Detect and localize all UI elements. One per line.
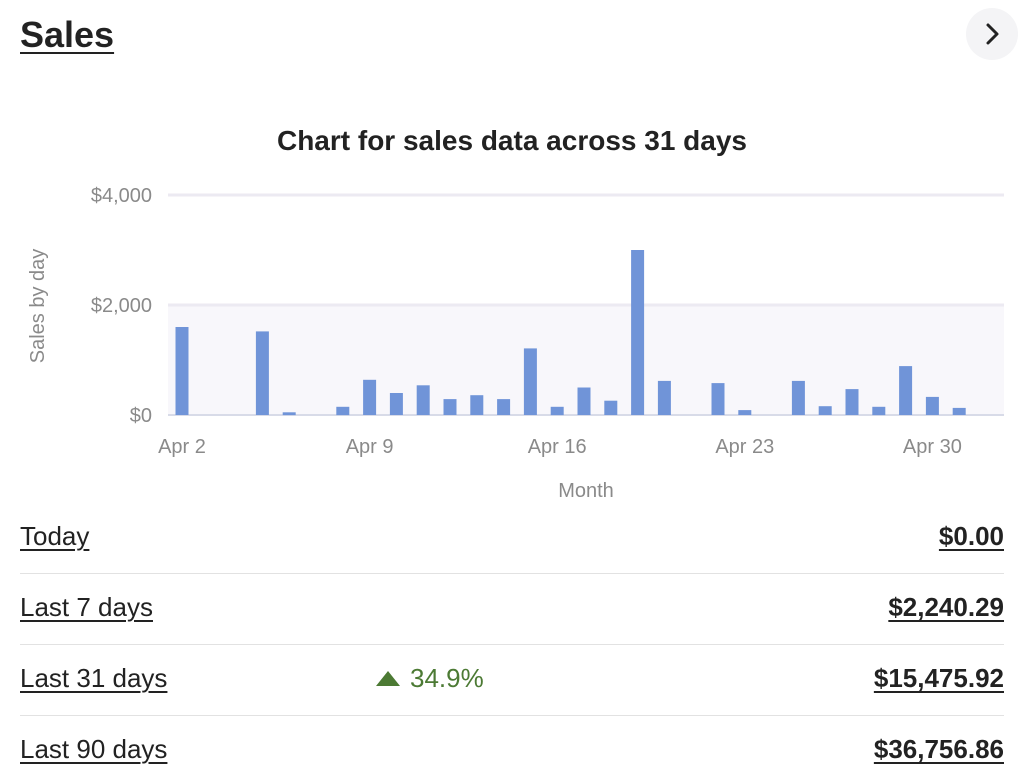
summary-label-last-7-days[interactable]: Last 7 days [20,592,153,622]
chart-y-tick-label: $2,000 [91,295,152,317]
chart-bar-apr-5[interactable] [255,331,269,415]
summary-value-today[interactable]: $0.00 [938,521,1004,551]
sales-chart: Chart for sales data across 31 days Sale… [0,110,1024,510]
sales-summary: Today $0.00 Last 7 days $2,240.29 Last 3… [20,503,1004,782]
chart-bar-apr-14[interactable] [497,399,511,415]
summary-label-last-31-days[interactable]: Last 31 days [20,663,168,693]
chart-bar-apr-2[interactable] [175,327,189,415]
chart-bar-apr-15[interactable] [523,348,537,415]
chart-bar-apr-12[interactable] [443,399,457,415]
summary-value-last-7-days[interactable]: $2,240.29 [888,592,1004,622]
chart-bar-apr-13[interactable] [470,395,484,415]
chart-bar-apr-10[interactable] [389,393,403,415]
summary-label-last-90-days[interactable]: Last 90 days [20,734,168,764]
triangle-up-icon [376,671,400,686]
chart-bar-apr-28[interactable] [872,406,886,416]
chart-y-axis-label: Sales by day [27,249,49,364]
summary-change-last-31-days: 34.9% [376,663,484,694]
chart-y-tick-label: $4,000 [91,185,152,207]
chart-x-tick-label: Apr 30 [903,436,962,458]
chart-bar-apr-18[interactable] [604,400,618,415]
summary-label-today[interactable]: Today [20,521,90,551]
next-button[interactable] [966,8,1018,60]
change-percent: 34.9% [410,663,484,693]
chart-bar-apr-6[interactable] [282,412,296,416]
chevron-right-icon [986,23,999,45]
summary-value-last-90-days[interactable]: $36,756.86 [873,734,1004,764]
chart-x-axis-label: Month [558,480,614,502]
chart-x-tick-label: Apr 16 [528,436,587,458]
summary-row-last-90-days: Last 90 days $36,756.86 [20,716,1004,782]
chart-bar-apr-11[interactable] [416,385,430,415]
chart-bar-apr-8[interactable] [336,406,350,416]
chart-y-tick-label: $0 [130,405,152,427]
chart-bar-apr-27[interactable] [845,389,859,415]
chart-bar-apr-16[interactable] [550,406,564,416]
chart-bar-apr-26[interactable] [818,406,832,415]
chart-x-tick-label: Apr 9 [346,436,394,458]
chart-bar-apr-29[interactable] [899,366,913,415]
header: Sales [20,8,1020,64]
chart-bar-apr-25[interactable] [791,380,805,415]
chart-title: Chart for sales data across 31 days [277,125,747,156]
chart-bar-apr-22[interactable] [711,383,725,415]
summary-row-last-7-days: Last 7 days $2,240.29 [20,574,1004,645]
summary-value-last-31-days[interactable]: $15,475.92 [873,663,1004,693]
page-title[interactable]: Sales [20,14,115,55]
chart-bar-may-1[interactable] [952,407,966,415]
chart-bar-apr-23[interactable] [738,410,752,415]
sales-chart-svg: Chart for sales data across 31 days Sale… [27,125,1004,502]
chart-x-tick-label: Apr 23 [715,436,774,458]
summary-row-last-31-days: Last 31 days 34.9% $15,475.92 [20,645,1004,716]
chart-bar-apr-30[interactable] [925,396,939,415]
chart-bar-apr-19[interactable] [631,250,645,415]
chart-bar-apr-9[interactable] [363,379,377,415]
summary-row-today: Today $0.00 [20,503,1004,574]
chart-x-tick-label: Apr 2 [158,436,206,458]
chart-bar-apr-17[interactable] [577,387,591,416]
chart-bar-apr-20[interactable] [657,380,671,415]
